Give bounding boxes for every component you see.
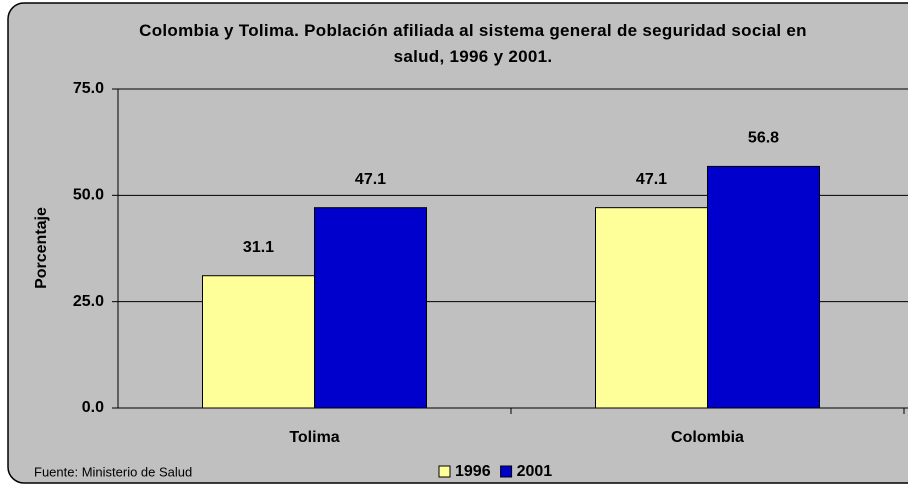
y-tick-label: 25.0: [73, 293, 104, 310]
y-axis-label: Porcentaje: [33, 207, 50, 289]
y-tick-label: 75.0: [73, 80, 104, 97]
x-tick-label: Tolima: [289, 429, 339, 446]
data-label: 47.1: [636, 171, 667, 188]
x-tick-label: Colombia: [671, 429, 744, 446]
legend-swatch: [500, 465, 513, 478]
chart-title: Colombia y Tolima. Población afiliada al…: [139, 21, 807, 66]
bar: [595, 207, 708, 409]
bar: [202, 275, 315, 409]
data-label: 56.8: [748, 130, 779, 147]
legend-label: 1996: [455, 463, 491, 480]
y-tick-label: 0.0: [82, 399, 104, 416]
bar: [314, 207, 427, 409]
legend-label: 2001: [517, 463, 553, 480]
data-label: 47.1: [355, 171, 386, 188]
legend-swatch: [438, 465, 451, 478]
source-note: Fuente: Ministerio de Salud: [34, 464, 192, 479]
bar: [707, 165, 820, 409]
data-label: 31.1: [243, 239, 274, 256]
y-tick-label: 50.0: [73, 187, 104, 204]
